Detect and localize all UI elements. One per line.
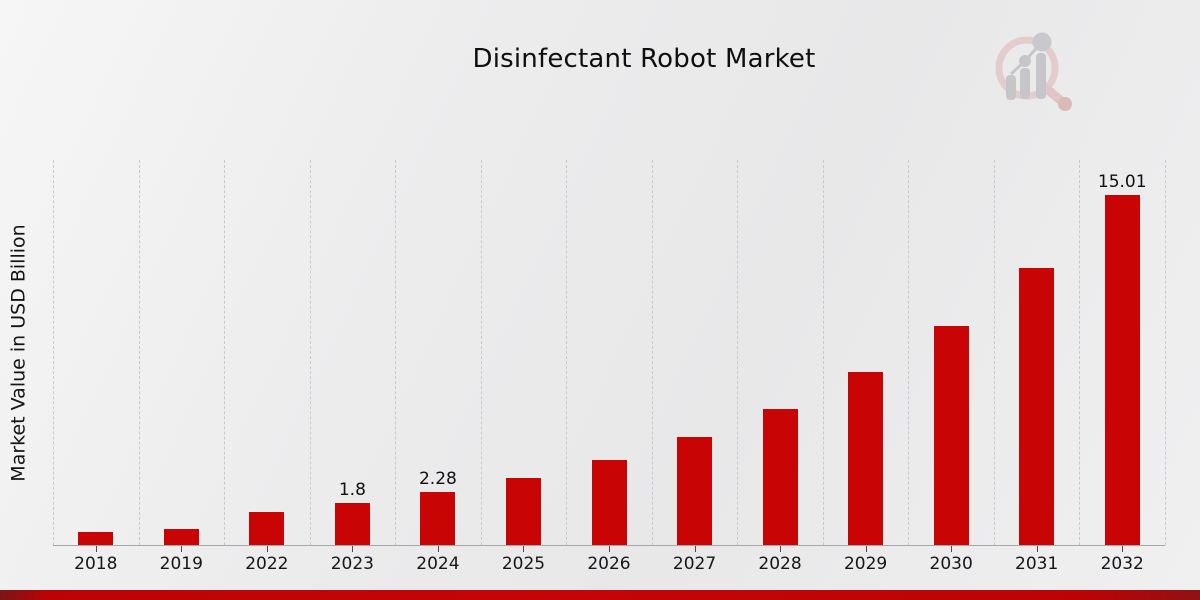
x-tick — [865, 546, 867, 552]
bar-2027 — [677, 437, 713, 545]
x-tick-label-2029: 2029 — [843, 554, 888, 574]
x-tick — [609, 546, 610, 552]
x-tick — [266, 546, 268, 552]
chart-title: Disinfectant Robot Market — [472, 44, 816, 74]
x-tick-label-2030: 2030 — [929, 554, 973, 574]
bar-2018 — [78, 532, 114, 545]
gridline — [1079, 160, 1081, 545]
bar-2032 — [1104, 194, 1140, 545]
bar-2030 — [933, 326, 969, 545]
bar-2024 — [420, 491, 456, 545]
x-tick-label-2027: 2027 — [672, 554, 717, 574]
bar-value-label-2024: 2.28 — [418, 468, 457, 489]
x-tick — [437, 546, 439, 552]
bar-2031 — [1019, 268, 1055, 545]
bar-2025 — [505, 477, 541, 545]
x-tick — [523, 546, 525, 552]
x-tick-label-2023: 2023 — [330, 554, 374, 574]
bar-value-label-2023: 1.8 — [338, 480, 366, 500]
bar-value-label-2032: 15.01 — [1097, 171, 1147, 192]
x-tick-label-2031: 2031 — [1015, 554, 1059, 574]
x-tick-label-2019: 2019 — [159, 554, 203, 574]
plot-area: 2018 2019 2022 1.8 2023 2.28 2024 2025 2026 2027 2… — [53, 160, 1166, 574]
x-tick-label-2022: 2022 — [245, 554, 289, 574]
x-tick-label-2018: 2018 — [74, 554, 118, 574]
x-tick-label-2024: 2024 — [416, 554, 460, 574]
gridline — [566, 160, 568, 545]
x-tick-label-2025: 2025 — [501, 554, 546, 574]
x-tick — [181, 546, 183, 552]
bar-2029 — [848, 372, 884, 545]
x-tick-label-2032: 2032 — [1100, 554, 1144, 574]
gridline — [993, 160, 995, 545]
bar-2023 — [334, 503, 370, 545]
x-tick — [352, 546, 354, 552]
magnifier-bar-chart-icon — [995, 32, 1072, 111]
gridline — [224, 160, 226, 545]
x-tick — [780, 546, 782, 552]
x-tick — [1036, 546, 1038, 552]
x-tick-label-2026: 2026 — [587, 554, 631, 574]
gridline — [651, 160, 653, 545]
x-tick-label-2028: 2028 — [758, 554, 802, 574]
bar-2022 — [249, 511, 285, 545]
x-tick — [95, 546, 97, 552]
gridline — [737, 160, 739, 545]
bar-2026 — [591, 459, 627, 545]
gridline — [480, 160, 482, 545]
gridline — [309, 160, 311, 545]
y-axis-label: Market Value in USD Billion — [7, 224, 30, 482]
bar-2019 — [163, 528, 199, 545]
gridline — [138, 160, 140, 545]
gridline — [908, 160, 910, 545]
gridline — [53, 160, 54, 545]
gridline — [1165, 160, 1166, 545]
market-research-watermark-logo — [995, 32, 1072, 111]
bar-2028 — [762, 408, 798, 545]
x-tick — [951, 546, 953, 552]
x-tick — [694, 546, 696, 552]
bottom-accent-bar — [0, 590, 1200, 600]
x-tick — [1122, 546, 1124, 552]
gridline — [395, 160, 397, 545]
gridline — [822, 160, 824, 545]
